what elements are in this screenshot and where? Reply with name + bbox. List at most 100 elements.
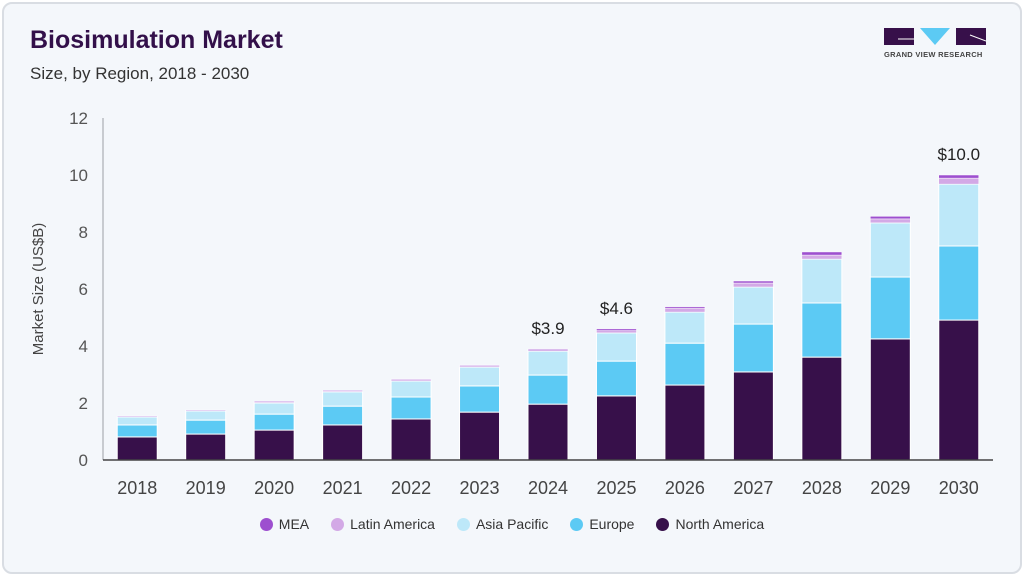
x-tick-label: 2020 — [254, 478, 294, 498]
bar-segment-europe — [527, 374, 569, 405]
bar-segment-europe — [322, 405, 364, 426]
bar-segment-europe — [732, 323, 774, 373]
bar-segment-north-america — [869, 338, 911, 461]
y-tick-label: 0 — [79, 451, 88, 470]
bar-segment-mea — [459, 364, 500, 367]
legend-swatch-icon — [331, 517, 345, 531]
legend-label: MEA — [278, 516, 310, 532]
bar-segment-europe — [459, 385, 501, 413]
bar-segment-asia-pacific — [527, 350, 569, 376]
bar-segment-mea — [664, 306, 706, 309]
bar-segment-mea — [938, 174, 980, 179]
x-tick-label: 2021 — [323, 478, 363, 498]
bar-segment-mea — [253, 401, 295, 403]
bar-segment-asia-pacific — [322, 391, 364, 407]
x-tick-label: 2018 — [117, 478, 157, 498]
x-tick-label: 2027 — [733, 478, 773, 498]
bar-segment-north-america — [116, 436, 158, 461]
legend-swatch-icon — [570, 517, 584, 531]
bar-segment-mea — [527, 348, 569, 350]
bar-segment-north-america — [938, 319, 980, 461]
legend-item: North America — [656, 516, 764, 532]
bar-segment-north-america — [322, 424, 364, 461]
bar-segment-mea — [322, 389, 363, 392]
y-tick-label: 4 — [79, 337, 88, 356]
bar-segment-north-america — [527, 403, 569, 461]
y-tick-label: 8 — [79, 223, 88, 242]
bar-segment-europe — [185, 419, 227, 435]
bar-segment-europe — [116, 424, 158, 438]
legend-item: Asia Pacific — [456, 516, 549, 532]
bar-segment-latin-america — [870, 218, 911, 224]
bar-segment-asia-pacific — [801, 258, 843, 304]
bar-segment-mea — [870, 216, 911, 220]
bar-segment-europe — [801, 302, 843, 358]
bar-segment-mea — [596, 328, 637, 331]
chart-subtitle: Size, by Region, 2018 - 2030 — [30, 64, 250, 83]
bar-segment-asia-pacific — [459, 366, 501, 387]
y-tick-label: 6 — [79, 280, 88, 299]
x-tick-label: 2019 — [186, 478, 226, 498]
bar-segment-asia-pacific — [664, 311, 706, 344]
x-tick-label: 2024 — [528, 478, 568, 498]
legend-label: Latin America — [350, 516, 435, 532]
y-tick-label: 12 — [69, 109, 88, 128]
bar-segment-europe — [390, 396, 432, 420]
bar-segment-mea — [185, 409, 226, 412]
legend-label: Europe — [589, 516, 635, 532]
legend-swatch-icon — [259, 517, 273, 531]
bar-segment-latin-america — [664, 307, 706, 313]
bar-segment-mea — [390, 378, 432, 381]
bar-segment-asia-pacific — [185, 410, 227, 421]
bar-segment-latin-america — [938, 177, 980, 185]
bar-segment-mea — [733, 280, 774, 284]
logo-text: GRAND VIEW RESEARCH — [884, 50, 983, 59]
x-tick-label: 2029 — [870, 478, 910, 498]
grand-view-research-logo: GRAND VIEW RESEARCH — [884, 28, 987, 60]
bar-segment-europe — [869, 276, 911, 340]
bar-segment-north-america — [459, 411, 501, 461]
x-tick-label: 2023 — [460, 478, 500, 498]
bar-segment-latin-america — [596, 330, 637, 334]
bar-segment-asia-pacific — [732, 286, 774, 325]
x-tick-label: 2022 — [391, 478, 431, 498]
legend-swatch-icon — [656, 517, 670, 531]
y-tick-label: 2 — [79, 394, 88, 413]
bar-segment-north-america — [595, 395, 637, 461]
data-label: $4.6 — [600, 299, 633, 318]
bar-segment-north-america — [253, 429, 295, 461]
x-tick-label: 2026 — [665, 478, 705, 498]
bar-segment-europe — [938, 245, 980, 321]
bar-segment-north-america — [801, 356, 843, 461]
bar-segment-europe — [253, 413, 295, 431]
bar-segment-asia-pacific — [938, 183, 980, 247]
bar-segment-north-america — [390, 418, 432, 461]
legend-item: Europe — [570, 516, 634, 532]
x-tick-label: 2030 — [939, 478, 979, 498]
bar-segment-asia-pacific — [253, 402, 295, 415]
legend-item: Latin America — [331, 516, 435, 532]
bar-segment-europe — [664, 342, 706, 386]
bar-segment-north-america — [732, 371, 774, 461]
legend-label: North America — [675, 516, 765, 532]
legend: MEA Latin America Asia Pacific Europe North … — [0, 516, 1024, 532]
y-tick-label: 10 — [69, 166, 88, 185]
bar-segment-mea — [116, 415, 158, 418]
bar-segment-asia-pacific — [390, 380, 432, 398]
bar-segment-europe — [595, 360, 637, 397]
data-label: $10.0 — [937, 145, 980, 164]
bar-segment-north-america — [185, 433, 227, 461]
bar-segment-asia-pacific — [869, 222, 911, 278]
x-tick-label: 2028 — [802, 478, 842, 498]
bar-segment-asia-pacific — [116, 416, 158, 426]
bar-segment-mea — [801, 251, 843, 256]
bar-segment-latin-america — [733, 282, 774, 288]
chart-title: Biosimulation Market — [30, 26, 283, 54]
legend-label: Asia Pacific — [475, 516, 549, 532]
bar-segment-asia-pacific — [595, 332, 637, 362]
legend-swatch-icon — [456, 517, 470, 531]
x-tick-label: 2025 — [596, 478, 636, 498]
legend-item: MEA — [259, 516, 310, 532]
